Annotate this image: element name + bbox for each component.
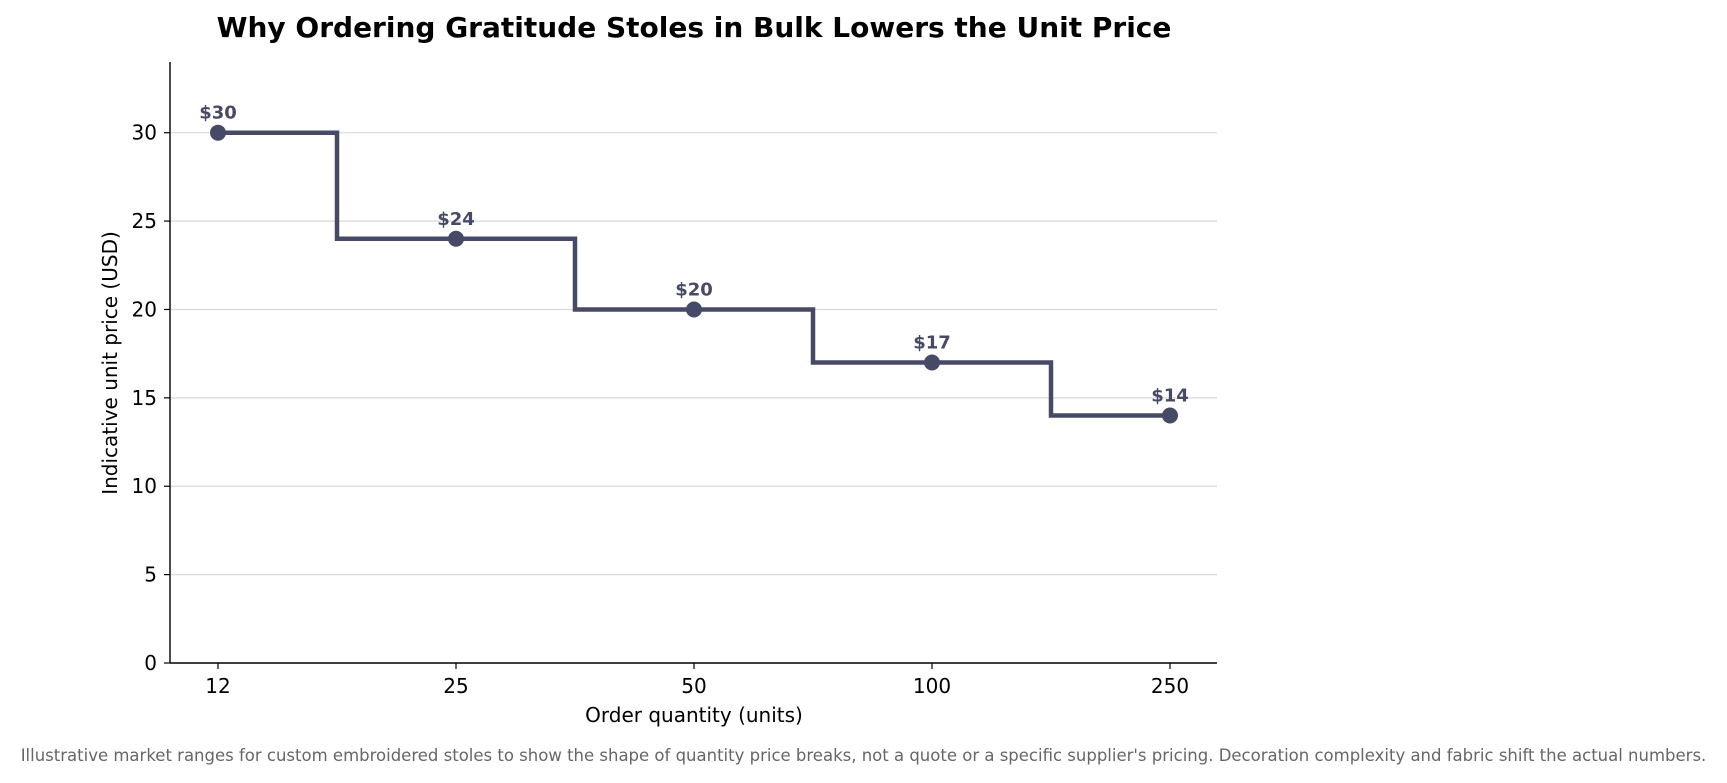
y-tick-label: 10 <box>132 474 157 498</box>
chart: Why Ordering Gratitude Stoles in Bulk Lo… <box>98 11 1217 727</box>
data-labels: $30 $24 $20 $17 $14 <box>199 103 1189 407</box>
data-point <box>448 230 464 247</box>
data-point <box>924 354 940 371</box>
data-label: $30 <box>199 103 237 124</box>
data-point <box>210 124 226 141</box>
x-tick-label: 12 <box>205 674 230 698</box>
x-tick-label: 25 <box>443 674 468 698</box>
footnote-caption: Illustrative market ranges for custom em… <box>20 746 1707 765</box>
y-tick-label: 0 <box>144 651 157 675</box>
x-tick-label: 250 <box>1151 674 1189 698</box>
chart-title: Why Ordering Gratitude Stoles in Bulk Lo… <box>217 11 1172 44</box>
x-tick-label: 50 <box>681 674 706 698</box>
x-axis-ticks: 12 25 50 100 250 <box>205 663 1189 698</box>
data-label: $17 <box>913 333 951 354</box>
series-step-line <box>218 130 1170 418</box>
data-label: $14 <box>1151 386 1189 407</box>
x-tick-label: 100 <box>913 674 951 698</box>
data-point <box>1162 407 1178 424</box>
data-label: $20 <box>675 279 713 300</box>
y-tick-label: 20 <box>132 297 157 321</box>
data-points <box>210 124 1178 424</box>
y-tick-label: 25 <box>132 209 157 233</box>
y-axis-label: Indicative unit price (USD) <box>98 231 122 495</box>
y-axis-ticks: 0 5 10 15 20 25 30 <box>132 121 170 675</box>
x-axis-label: Order quantity (units) <box>585 703 803 727</box>
y-tick-label: 15 <box>132 386 157 410</box>
grid-lines <box>170 132 1217 576</box>
y-tick-label: 5 <box>144 563 157 587</box>
data-label: $24 <box>437 209 475 230</box>
y-tick-label: 30 <box>132 121 157 145</box>
data-point <box>686 301 702 318</box>
